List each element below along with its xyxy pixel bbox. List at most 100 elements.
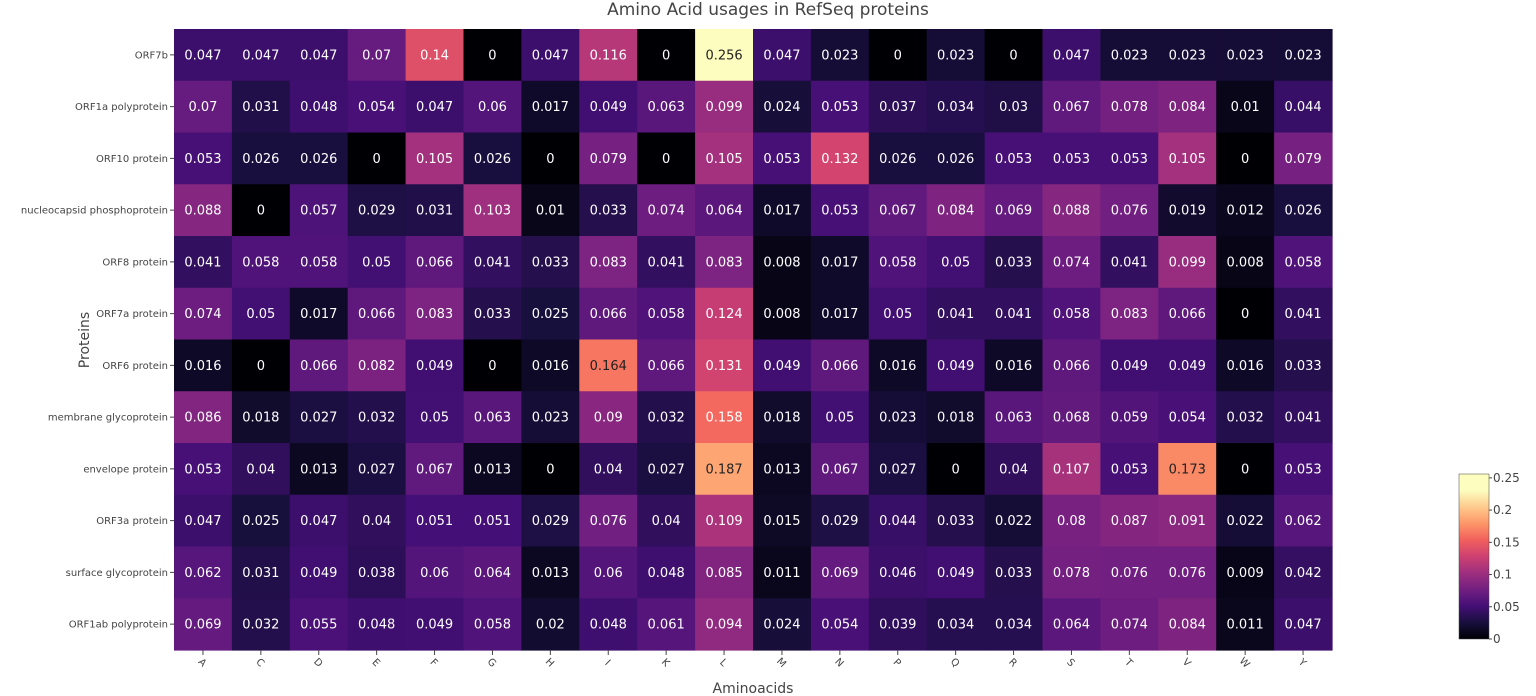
heatmap-cell-label: 0.034 [937,618,974,633]
heatmap-cell [868,184,928,237]
colorbar-tick-label: 0.15 [1493,535,1520,549]
heatmap-cell-label: 0.01 [536,204,565,219]
heatmap-cell-label: 0.173 [1169,462,1206,477]
heatmap-cell [1158,236,1217,289]
heatmap-cell [753,287,812,341]
heatmap-cell-label: 0.083 [705,255,742,270]
heatmap-cell [984,80,1044,134]
heatmap-cell [405,132,465,185]
heatmap-cell [1100,391,1159,444]
heatmap-cell-label: 0.033 [532,255,569,270]
heatmap-cell-label: 0.079 [1284,152,1321,167]
heatmap-cell [521,29,580,82]
heatmap-cell-label: 0.058 [300,255,337,270]
heatmap-cell [637,494,696,548]
heatmap-cell-label: 0.049 [590,100,627,115]
heatmap-cell-label: 0.046 [879,566,916,581]
heatmap-cell-label: 0.032 [358,411,395,426]
heatmap-cell [579,184,638,237]
heatmap-cell [753,546,812,599]
heatmap-cell-label: 0.047 [1284,618,1321,633]
y-tick-label: ORF1ab polyprotein [69,620,168,631]
heatmap-cell [174,546,233,599]
heatmap-cell [289,132,349,185]
heatmap-cell-label: 0.084 [1169,100,1206,115]
x-tick-label: H [543,657,556,670]
heatmap-cell [1216,391,1275,444]
heatmap-cell-label: 0.022 [995,514,1032,529]
heatmap-cell [1100,494,1159,548]
heatmap-cell [174,132,233,185]
heatmap-cell [637,391,696,444]
heatmap-cell [579,391,638,444]
heatmap-cell [926,80,986,134]
heatmap-cell-label: 0.06 [478,100,507,115]
heatmap-cell [231,236,291,289]
heatmap-cell [463,184,522,237]
heatmap-cell-label: 0.066 [821,359,858,374]
heatmap-cell-label: 0.05 [246,307,275,322]
heatmap-cell [753,443,812,496]
heatmap-cell [347,80,407,134]
heatmap-cell [637,443,696,496]
heatmap-cell-label: 0.034 [937,100,974,115]
x-tick-label: G [485,656,498,669]
heatmap-cell-label: 0 [546,462,554,477]
heatmap-cell [810,184,870,237]
heatmap-cell [1100,339,1159,392]
heatmap-cells: 0.047 0.047 0.047 0.07 0.14 0 0.047 0.116 0 0.256… [174,29,1333,651]
heatmap-cell-label: 0.032 [1227,411,1264,426]
x-tick-label: Y [1295,656,1308,669]
x-tick-label: N [832,657,845,670]
heatmap-cell-label: 0.054 [358,100,395,115]
heatmap-cell-label: 0.086 [184,411,221,426]
heatmap-cell [868,546,928,599]
heatmap-cell [695,443,754,496]
heatmap-cell-label: 0.124 [705,307,742,322]
heatmap-cell-label: 0.048 [358,618,395,633]
heatmap-cell-label: 0.059 [1111,411,1148,426]
heatmap-cell [868,339,928,392]
heatmap-cell [347,287,407,341]
heatmap-cell [1100,236,1159,289]
heatmap-cell-label: 0.051 [416,514,453,529]
heatmap-cell-label: 0.049 [416,618,453,633]
heatmap-cell-label: 0.047 [1053,48,1090,63]
heatmap-cell-label: 0.091 [1169,514,1206,529]
heatmap-cell [753,598,812,651]
heatmap-cell [1042,184,1101,237]
heatmap-cell [521,598,580,651]
heatmap-cell-label: 0.053 [995,152,1032,167]
heatmap-cell-label: 0.025 [242,514,279,529]
heatmap-cell [810,80,870,134]
heatmap-cell [289,80,349,134]
x-tick-label: K [659,657,672,670]
heatmap-cell-label: 0.042 [1284,566,1321,581]
heatmap-cell [753,494,812,548]
heatmap-cell [1100,132,1159,185]
heatmap-cell [1274,80,1333,134]
heatmap-cell [1216,494,1275,548]
heatmap-cell-label: 0.022 [1227,514,1264,529]
heatmap-cell [347,132,407,185]
heatmap-cell [695,184,754,237]
heatmap-cell-label: 0 [1241,152,1249,167]
heatmap-cell-label: 0.066 [300,359,337,374]
heatmap-cell-label: 0.017 [763,204,800,219]
heatmap-cell [521,391,580,444]
heatmap-cell-label: 0.054 [1169,411,1206,426]
heatmap-cell [926,339,986,392]
heatmap-cell-label: 0.017 [532,100,569,115]
heatmap-cell [1100,184,1159,237]
heatmap-cell-label: 0.09 [594,411,623,426]
heatmap-cell-label: 0.068 [1053,411,1090,426]
heatmap-cell-label: 0.083 [416,307,453,322]
x-tick-label: E [369,657,381,669]
heatmap-cell [926,184,986,237]
y-tick-label: ORF7a protein [96,309,168,320]
heatmap-cell [1100,29,1159,82]
heatmap-cell [810,132,870,185]
heatmap-cell-label: 0.016 [184,359,221,374]
heatmap-cell [521,80,580,134]
heatmap-cell [231,29,291,82]
